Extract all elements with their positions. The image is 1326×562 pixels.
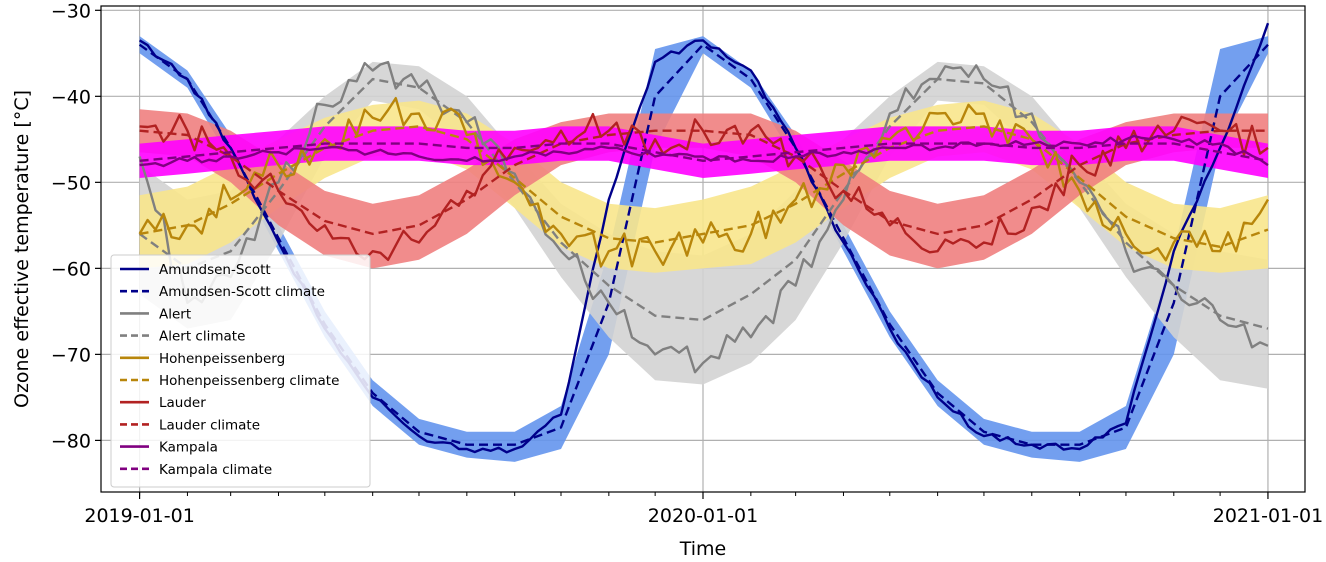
x-tick-label: 2019-01-01 — [84, 505, 194, 527]
band-alert-climate — [139, 61, 1269, 389]
series-line-kampala-climate — [139, 142, 1269, 162]
legend-box — [110, 254, 371, 488]
series-line-hohenpeissenberg — [138, 97, 1270, 268]
series-line-alert-climate — [138, 77, 1269, 330]
y-tick-label: −40 — [51, 86, 91, 108]
series-line-hohenpeissenberg-climate — [139, 125, 1269, 248]
y-tick-label: −70 — [51, 344, 91, 366]
legend-label: Lauder — [159, 395, 206, 411]
legend-label: Kampala climate — [159, 462, 272, 478]
x-tick-label: 2021-01-01 — [1213, 505, 1323, 527]
x-axis-label: Time — [679, 538, 727, 560]
legend-label: Hohenpeissenberg climate — [159, 373, 339, 389]
y-tick-label: −50 — [51, 172, 91, 194]
x-axis: 2019-01-01 2020-01-01 2021-01-01 — [84, 492, 1323, 527]
y-axis: −80 −70 −60 −50 −40 −30 — [51, 0, 101, 452]
legend-label: Alert climate — [159, 329, 245, 345]
x-tick-label: 2020-01-01 — [648, 505, 758, 527]
band-kampala-climate — [139, 126, 1269, 178]
y-tick-label: −30 — [51, 0, 91, 22]
series-line-kampala — [139, 134, 1269, 168]
legend-label: Amundsen-Scott climate — [159, 284, 325, 300]
y-axis-label: Ozone effective temperature [°C] — [11, 90, 33, 408]
band-lauder-climate — [139, 109, 1269, 269]
legend-label: Kampala — [159, 440, 218, 456]
legend-label: Alert — [159, 306, 191, 322]
series-line-lauder-climate — [139, 129, 1268, 236]
legend: Amundsen-Scott Amundsen-Scott climate Aler… — [110, 254, 371, 488]
legend-label: Hohenpeissenberg — [159, 351, 285, 367]
y-tick-label: −80 — [51, 430, 91, 452]
y-tick-label: −60 — [51, 258, 91, 280]
legend-label: Amundsen-Scott — [159, 262, 271, 278]
legend-label: Lauder climate — [159, 417, 260, 433]
